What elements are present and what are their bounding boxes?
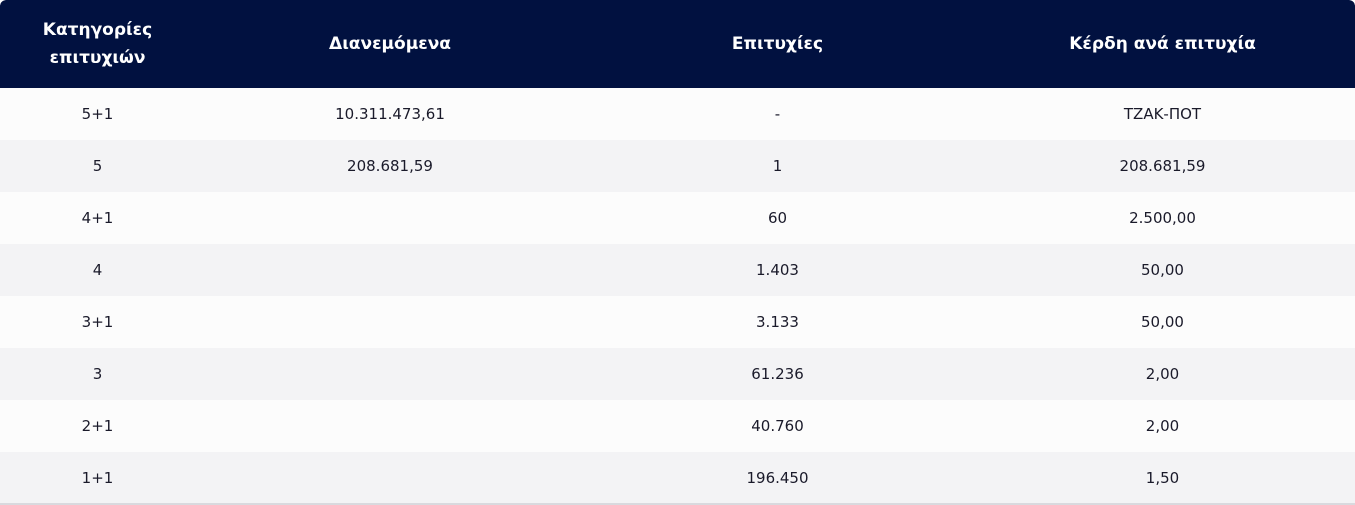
cell-category: 4 [92,261,103,279]
cell-category: 3+1 [81,313,114,331]
cell-distributed: 208.681,59 [347,157,433,175]
table-bottom-border [0,503,1355,505]
cell-distributed [195,192,585,244]
cell-winners: 1.403 [756,261,799,279]
cell-winners: 40.760 [751,417,804,435]
table-row: 5 208.681,59 1 208.681,59 [0,140,1355,192]
cell-winners: 196.450 [746,469,809,487]
table-row: 3 61.236 2,00 [0,348,1355,400]
cell-winners: 60 [767,209,788,227]
cell-prize: 2,00 [1145,417,1180,435]
cell-prize: 208.681,59 [1119,157,1206,175]
cell-winners: 61.236 [751,365,804,383]
table-row: 3+1 3.133 50,00 [0,296,1355,348]
header-row: Κατηγορίες επιτυχιών Διανεμόμενα Επιτυχί… [0,0,1355,88]
cell-category: 1+1 [81,469,114,487]
cell-distributed [195,348,585,400]
cell-distributed [195,296,585,348]
cell-winners: - [774,105,781,123]
header-categories: Κατηγορίες επιτυχιών [42,20,153,68]
cell-distributed [195,244,585,296]
table-row: 5+1 10.311.473,61 - ΤΖΑΚ-ΠΟΤ [0,88,1355,140]
header-winners: Επιτυχίες [731,34,824,54]
cell-prize: 50,00 [1141,261,1184,279]
cell-category: 2+1 [81,417,114,435]
cell-distributed: 10.311.473,61 [335,105,445,123]
cell-distributed [195,400,585,452]
table-row: 4+1 60 2.500,00 [0,192,1355,244]
cell-distributed [195,452,585,504]
header-prize-per-winner: Κέρδη ανά επιτυχία [1069,34,1256,54]
cell-prize: 50,00 [1141,313,1184,331]
table-row: 1+1 196.450 1,50 [0,452,1355,504]
table-body: 5+1 10.311.473,61 - ΤΖΑΚ-ΠΟΤ 5 208.681,5… [0,88,1355,504]
table-header: Κατηγορίες επιτυχιών Διανεμόμενα Επιτυχί… [0,0,1355,88]
cell-winners: 3.133 [756,313,799,331]
cell-prize: 2.500,00 [1129,209,1196,227]
cell-category: 4+1 [81,209,114,227]
cell-category: 5 [92,157,103,175]
cell-prize: ΤΖΑΚ-ΠΟΤ [1123,105,1202,123]
cell-prize: 1,50 [1145,469,1180,487]
header-distributed: Διανεμόμενα [329,34,451,54]
cell-winners: 1 [772,157,783,175]
table-row: 4 1.403 50,00 [0,244,1355,296]
cell-prize: 2,00 [1145,365,1180,383]
table-row: 2+1 40.760 2,00 [0,400,1355,452]
cell-category: 3 [92,365,103,383]
cell-category: 5+1 [81,105,114,123]
